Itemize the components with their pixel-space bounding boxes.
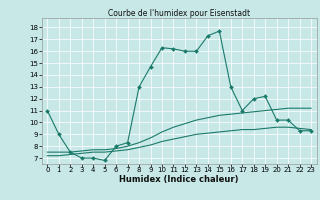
Title: Courbe de l'humidex pour Eisenstadt: Courbe de l'humidex pour Eisenstadt xyxy=(108,9,250,18)
X-axis label: Humidex (Indice chaleur): Humidex (Indice chaleur) xyxy=(119,175,239,184)
